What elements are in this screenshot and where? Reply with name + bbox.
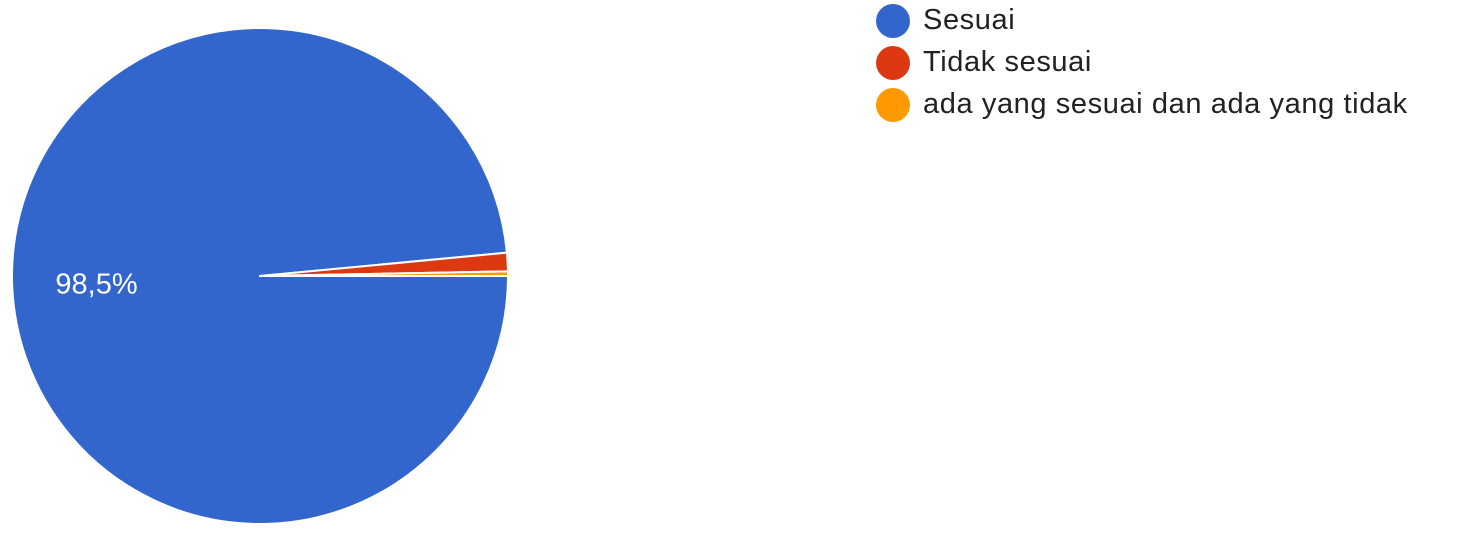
legend-swatch-sesuai — [876, 3, 910, 38]
chart-legend: Sesuai Tidak sesuai ada yang sesuai dan … — [876, 3, 1408, 132]
legend-item-tidak-sesuai[interactable]: Tidak sesuai — [876, 45, 1408, 80]
legend-item-sesuai[interactable]: Sesuai — [876, 3, 1408, 38]
legend-label: Tidak sesuai — [923, 46, 1092, 78]
legend-label: Sesuai — [923, 4, 1016, 36]
pie-slices — [11, 27, 510, 525]
legend-label: ada yang sesuai dan ada yang tidak — [923, 88, 1408, 120]
pie-slice-labels: 98,5% — [55, 269, 137, 301]
legend-item-ada-yang-sesuai[interactable]: ada yang sesuai dan ada yang tidak — [876, 87, 1408, 122]
legend-swatch-tidak-sesuai — [876, 45, 910, 80]
legend-swatch-ada-yang-sesuai — [876, 87, 910, 122]
pie-slice-value-label: 98,5% — [55, 269, 137, 301]
pie-slice-ada-yang-sesuai[interactable] — [259, 270, 510, 277]
